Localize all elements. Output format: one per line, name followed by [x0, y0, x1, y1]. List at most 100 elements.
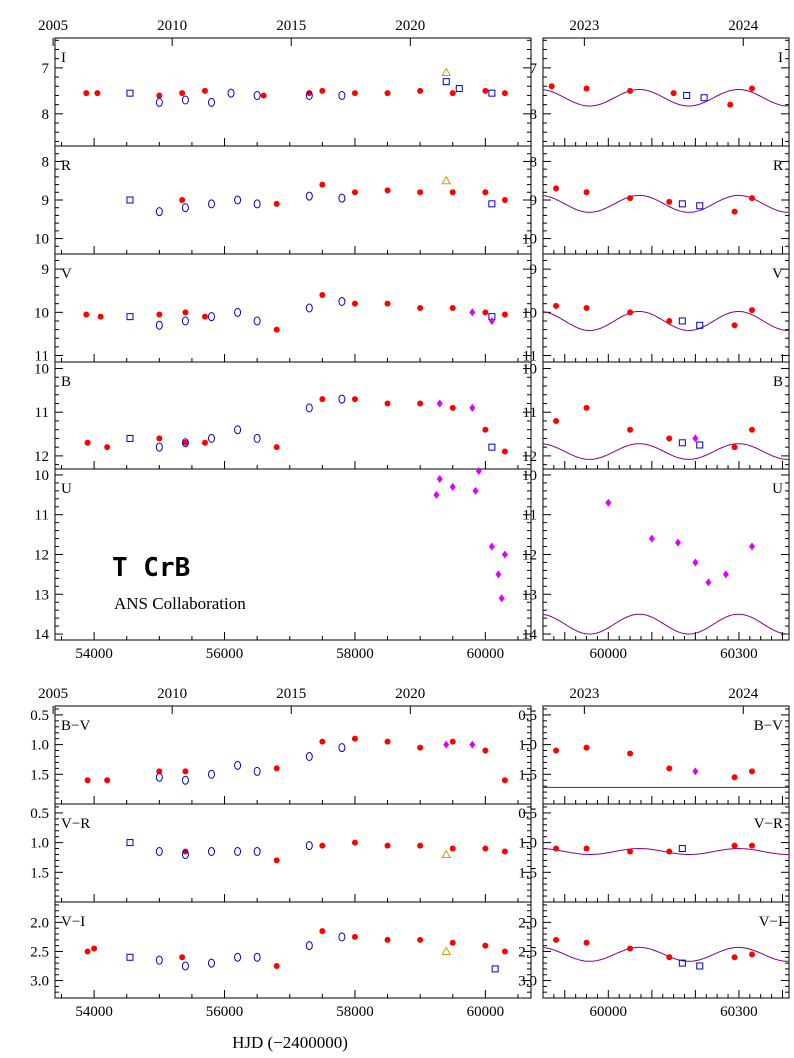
- data-point-3: [670, 90, 677, 97]
- y-tick-label: 1.0: [30, 836, 49, 852]
- series-red-filled-circle: [553, 842, 755, 855]
- data-point-17: [253, 316, 261, 326]
- data-point-0: [84, 777, 91, 784]
- panel-VR-right: 0.5 1.0 1.5 V−R: [518, 803, 790, 903]
- panel-I-right: 7 8 2023 2024 I: [530, 18, 790, 147]
- y-tick-label: 10: [34, 232, 49, 248]
- y-tick-label: 1.5: [518, 767, 537, 783]
- data-point-6: [449, 189, 456, 196]
- band-label: R: [773, 158, 783, 174]
- model-curve: [542, 847, 789, 855]
- data-point-5: [351, 933, 358, 940]
- panel-frame: [542, 705, 790, 805]
- data-point-8: [501, 848, 508, 855]
- y-tick-label: 1.0: [30, 738, 49, 754]
- year-label: 2015: [276, 18, 306, 34]
- series-blue-open-circle: [155, 932, 346, 971]
- panel-frame: [542, 468, 790, 641]
- data-point-1: [104, 444, 111, 451]
- data-point-0: [84, 439, 91, 446]
- data-point-3: [666, 317, 673, 324]
- data-point-5: [748, 307, 755, 314]
- band-label: V−I: [61, 914, 85, 930]
- data-point-10: [181, 849, 189, 859]
- x-tick-label: 60000: [467, 1004, 505, 1020]
- data-point-10: [181, 203, 189, 213]
- data-point-4: [475, 466, 482, 475]
- panel-BV-right: 0.5 1.0 1.5 2023 2024 B−V: [518, 686, 790, 805]
- x-tick-label: 60000: [590, 646, 628, 662]
- data-point-23: [469, 403, 476, 412]
- band-label: V−R: [61, 816, 90, 832]
- data-point-18: [305, 403, 313, 413]
- data-point-4: [731, 954, 738, 961]
- data-point-8: [501, 550, 508, 559]
- data-point-7: [696, 202, 704, 210]
- panel-V-right: 9 10 11 V: [522, 253, 790, 365]
- panel-frame: [542, 901, 790, 999]
- panel-frame: [54, 901, 532, 999]
- data-point-15: [207, 433, 215, 443]
- data-point-19: [338, 297, 346, 307]
- series-blue-open-square: [126, 839, 134, 847]
- data-point-15: [234, 760, 242, 770]
- y-tick-label: 10: [34, 305, 49, 321]
- data-point-20: [126, 434, 134, 442]
- data-point-11: [155, 955, 163, 965]
- data-point-5: [260, 92, 267, 99]
- data-point-22: [436, 399, 443, 408]
- data-point-5: [417, 842, 424, 849]
- data-point-1: [583, 85, 590, 92]
- data-point-10: [449, 305, 456, 311]
- data-point-9: [417, 400, 424, 407]
- year-label: 2020: [395, 18, 425, 34]
- y-tick-label: 10: [522, 305, 537, 321]
- year-label: 2023: [569, 686, 599, 702]
- data-point-5: [417, 189, 424, 196]
- data-point-16: [441, 849, 452, 858]
- data-point-7: [384, 738, 391, 745]
- data-point-16: [207, 97, 215, 107]
- band-label: I: [778, 50, 783, 66]
- band-label: R: [61, 158, 71, 174]
- data-point-14: [155, 97, 163, 107]
- data-point-3: [666, 954, 673, 961]
- year-label: 2023: [569, 18, 599, 34]
- data-point-6: [678, 200, 686, 208]
- data-point-3: [351, 189, 358, 196]
- series-blue-open-square: [678, 200, 704, 210]
- data-point-12: [482, 87, 489, 94]
- band-label: B−V: [61, 718, 90, 734]
- data-point-7: [696, 962, 704, 970]
- data-point-5: [748, 842, 755, 849]
- data-point-3: [666, 435, 673, 442]
- band-label: B: [61, 374, 71, 390]
- data-point-0: [83, 90, 90, 97]
- data-point-23: [455, 85, 463, 93]
- data-point-17: [305, 751, 313, 761]
- x-axis-label: HJD (−2400000): [232, 1033, 348, 1052]
- y-tick-label: 1.5: [30, 767, 49, 783]
- data-point-6: [692, 767, 699, 776]
- data-point-0: [553, 845, 560, 852]
- series-red-filled-circle: [553, 185, 755, 215]
- x-tick-label: 56000: [206, 646, 244, 662]
- year-label: 2005: [38, 686, 68, 702]
- model-curve: [542, 89, 789, 107]
- panel-frame: [54, 253, 532, 363]
- series-blue-open-square: [126, 434, 496, 451]
- data-point-25: [441, 67, 452, 76]
- data-point-1: [583, 305, 590, 311]
- data-point-7: [696, 441, 704, 449]
- data-point-2: [627, 309, 634, 316]
- data-point-5: [748, 768, 755, 775]
- data-point-21: [488, 443, 496, 451]
- star-title: T CrB: [112, 553, 190, 583]
- data-point-6: [748, 542, 755, 551]
- data-point-15: [338, 193, 346, 203]
- x-tick-label: 60000: [467, 646, 505, 662]
- y-tick-label: 13: [522, 587, 537, 603]
- series-magenta-filled-diamond: [469, 308, 495, 325]
- series-blue-open-circle: [155, 297, 346, 330]
